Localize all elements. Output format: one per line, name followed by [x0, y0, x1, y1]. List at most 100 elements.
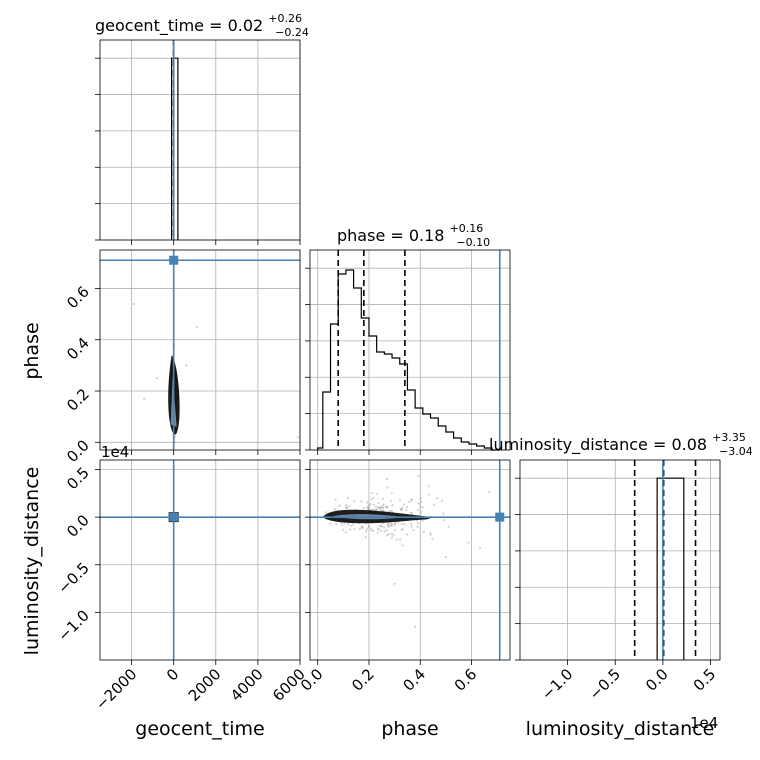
sample-point [365, 528, 369, 531]
sample-point [420, 500, 423, 503]
sample-point [444, 556, 447, 559]
sample-point [380, 505, 384, 509]
sample-point [394, 522, 397, 525]
sample-point [195, 325, 198, 329]
sample-point [432, 503, 435, 506]
sample-point [296, 436, 299, 439]
sample-point [479, 547, 482, 550]
sample-point [386, 523, 389, 526]
sample-point [132, 302, 135, 305]
ytick-label-luminosity_distance: −0.5 [54, 559, 92, 597]
sample-point [419, 505, 422, 508]
sample-point [352, 500, 356, 503]
truth-marker-geocent_time-vs-luminosity_distance [169, 512, 179, 522]
xtick-label-geocent_time: −2000 [92, 665, 141, 714]
sample-point [367, 524, 370, 527]
sample-point [385, 477, 389, 481]
sample-point [390, 524, 393, 527]
sample-point [427, 493, 431, 496]
sample-point [400, 508, 403, 512]
sample-point [366, 507, 370, 511]
sample-point [350, 524, 353, 527]
sample-point [383, 526, 386, 529]
sample-point [348, 505, 351, 508]
sample-point [335, 522, 338, 526]
sample-point [417, 508, 420, 512]
sample-point [364, 530, 368, 533]
sample-point [388, 509, 392, 513]
ytick-label-luminosity_distance: 0.5 [63, 464, 93, 494]
sample-point [488, 491, 491, 494]
truth-marker-phase-vs-luminosity_distance [495, 512, 505, 522]
sample-point [399, 538, 402, 541]
sample-point [386, 486, 389, 489]
title-phase-plus: +0.16 [450, 222, 484, 235]
sample-point [374, 508, 378, 511]
sample-point [391, 504, 394, 507]
panel-hist-luminosity_distance-frame [519, 459, 721, 661]
sample-point [376, 492, 379, 495]
sample-point [358, 527, 362, 530]
sample-point [345, 507, 348, 510]
sample-point [383, 530, 386, 533]
sample-point [333, 508, 337, 511]
xtick-label-geocent_time: 2000 [185, 665, 225, 705]
sample-point [345, 504, 348, 507]
sample-point [408, 500, 411, 504]
title-geocent-time-minus: −0.24 [275, 26, 309, 39]
xtick-label-luminosity_distance: −0.5 [586, 665, 624, 703]
sample-point [410, 522, 413, 525]
title-geocent-time: geocent_time = 0.02 +0.26 −0.24 [95, 7, 309, 39]
sample-point [400, 508, 403, 511]
sample-point [368, 506, 371, 509]
sample-point [345, 506, 349, 509]
sample-point [393, 582, 396, 585]
sample-point [338, 504, 341, 507]
title-luminosity-distance-plus: +3.35 [712, 431, 746, 444]
offset-text-luminosity-distance-x: 1e4 [690, 714, 718, 732]
sample-point [387, 522, 390, 526]
sample-point [395, 538, 398, 541]
sample-point [341, 528, 345, 531]
panel-geocent_time-vs-luminosity_distance-frame [99, 459, 301, 661]
sample-point [362, 507, 365, 510]
sample-point [429, 533, 432, 536]
sample-point [376, 527, 379, 530]
sample-point [372, 508, 375, 511]
sample-point [402, 503, 406, 506]
sample-point [347, 523, 350, 526]
sample-point [370, 498, 373, 501]
xlabel-geocent-time: geocent_time [135, 718, 264, 740]
contours-layer [168, 257, 431, 524]
sample-point [364, 535, 367, 539]
sample-point [385, 505, 388, 508]
sample-point [390, 522, 393, 526]
truths-layer [100, 40, 664, 660]
sample-point [400, 528, 403, 531]
title-geocent-time-median: 0.02 [228, 16, 264, 35]
panel-phase-vs-luminosity_distance-frame [309, 459, 511, 661]
sample-point [381, 506, 385, 510]
sample-point [387, 533, 390, 536]
sample-point [371, 491, 374, 495]
sample-point [400, 522, 403, 526]
sample-point [390, 536, 393, 539]
panel-hist-phase-frame [309, 249, 511, 451]
histograms-layer [170, 40, 697, 660]
sample-point [372, 529, 375, 532]
sample-point [429, 532, 432, 535]
title-luminosity-distance-name: luminosity_distance [489, 435, 648, 455]
sample-point [390, 492, 393, 495]
sample-point [360, 524, 364, 528]
sample-point [409, 511, 413, 514]
xtick-label-phase: 0.6 [451, 665, 481, 695]
sample-point [421, 519, 424, 522]
sample-point [405, 533, 408, 536]
offset-text-luminosity-distance-y: 1e4 [101, 443, 129, 461]
sample-point [399, 507, 403, 511]
sample-point [377, 506, 380, 509]
sample-point [360, 500, 363, 503]
sample-point [361, 527, 364, 530]
sample-point [340, 523, 343, 527]
